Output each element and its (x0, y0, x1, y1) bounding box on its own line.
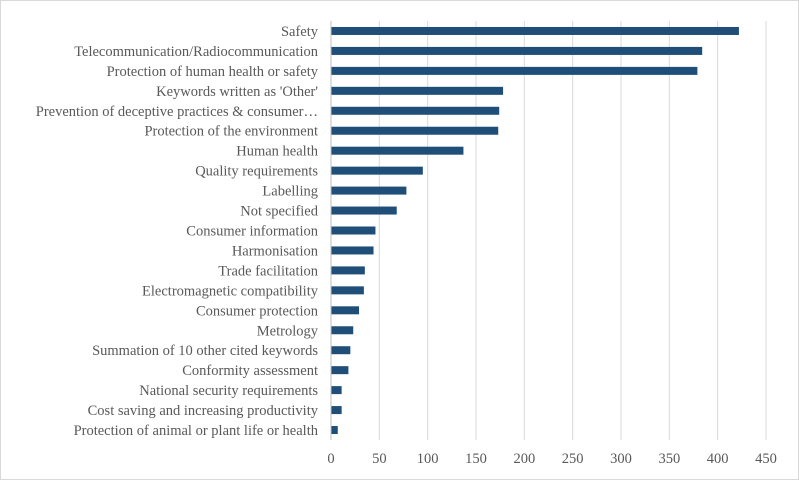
x-tick-label: 0 (327, 451, 334, 467)
x-tick-label: 400 (707, 451, 729, 467)
category-label: Quality requirements (195, 164, 318, 180)
category-label: National security requirements (139, 383, 318, 399)
category-label: Metrology (257, 323, 319, 339)
bar (331, 386, 342, 395)
category-label: Protection of the environment (144, 124, 318, 140)
bar (331, 166, 423, 175)
category-label: Keywords written as 'Other' (156, 84, 318, 100)
bar (331, 406, 342, 415)
category-label: Consumer information (186, 224, 318, 240)
bar (331, 266, 365, 275)
gridlines (330, 21, 767, 440)
x-tick-label: 150 (465, 451, 487, 467)
x-tick-label: 100 (417, 451, 439, 467)
bar (331, 306, 360, 315)
bar (331, 206, 397, 215)
category-label: Summation of 10 other cited keywords (92, 343, 318, 359)
bar (331, 366, 349, 375)
bar (331, 66, 698, 75)
x-tick-label: 450 (755, 451, 777, 467)
category-label: Cost saving and increasing productivity (88, 403, 319, 419)
category-label: Electromagnetic compatibility (142, 283, 319, 299)
bar (331, 286, 364, 295)
x-tick-label: 50 (372, 451, 387, 467)
category-label: Consumer protection (196, 303, 319, 319)
category-label: Conformity assessment (182, 363, 318, 379)
bar (331, 186, 407, 195)
x-tick-label: 250 (562, 451, 584, 467)
category-label: Protection of human health or safety (107, 64, 319, 80)
bar (331, 326, 354, 335)
bar (331, 126, 499, 135)
bar (331, 86, 504, 95)
category-label: Safety (281, 24, 319, 40)
category-label: Labelling (262, 184, 318, 200)
bar (331, 246, 374, 255)
x-tick-label: 200 (513, 451, 535, 467)
bar (331, 26, 739, 35)
category-label: Harmonisation (232, 243, 319, 259)
x-tick-label: 300 (610, 451, 632, 467)
x-tick-label: 350 (658, 451, 680, 467)
category-label: Not specified (240, 204, 318, 220)
x-tick-labels: 0 50 100 150 200 250 300 350 400 450 (327, 451, 777, 467)
category-label: Prevention of deceptive practices & cons… (36, 104, 318, 120)
category-label: Human health (236, 144, 318, 160)
bar (331, 46, 703, 55)
bars (331, 26, 739, 435)
bar (331, 426, 338, 435)
category-label: Protection of animal or plant life or he… (74, 423, 319, 439)
bar (331, 146, 464, 155)
bar (331, 346, 351, 355)
category-labels: Safety Telecommunication/Radiocommunicati… (36, 24, 319, 439)
category-label: Telecommunication/Radiocommunication (74, 44, 319, 60)
bar (331, 106, 500, 115)
bar (331, 226, 376, 235)
category-label: Trade facilitation (218, 263, 318, 279)
